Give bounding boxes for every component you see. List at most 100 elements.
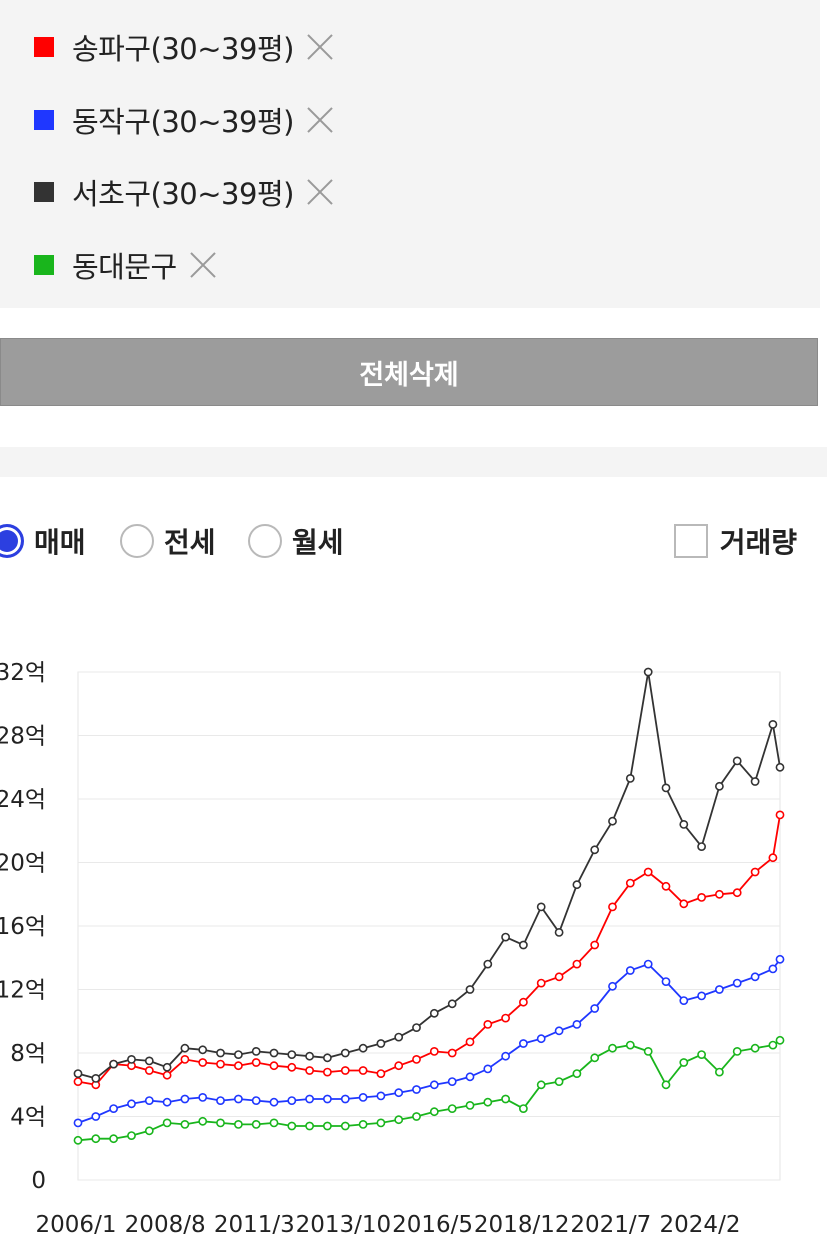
data-point[interactable] — [340, 1121, 350, 1131]
data-point[interactable] — [394, 1115, 404, 1125]
data-point[interactable] — [287, 1096, 297, 1105]
data-point[interactable] — [287, 1062, 297, 1072]
data-point[interactable] — [394, 1088, 404, 1098]
data-point[interactable] — [750, 1043, 760, 1053]
data-point[interactable] — [501, 932, 510, 942]
data-point[interactable] — [775, 1035, 785, 1045]
data-point[interactable] — [376, 1039, 386, 1048]
data-point[interactable] — [483, 1064, 493, 1074]
data-point[interactable] — [732, 756, 742, 766]
data-point[interactable] — [198, 1045, 208, 1055]
data-point[interactable] — [394, 1032, 404, 1042]
data-point[interactable] — [73, 1118, 83, 1128]
data-point[interactable] — [768, 853, 778, 863]
data-point[interactable] — [198, 1092, 208, 1102]
data-point[interactable] — [679, 819, 689, 829]
data-point[interactable] — [109, 1059, 118, 1069]
data-point[interactable] — [590, 845, 600, 855]
data-point[interactable] — [625, 966, 635, 975]
data-point[interactable] — [233, 1119, 243, 1129]
data-point[interactable] — [73, 1069, 83, 1078]
data-point[interactable] — [412, 1054, 421, 1064]
data-point[interactable] — [412, 1112, 421, 1121]
data-point[interactable] — [305, 1094, 314, 1104]
data-point[interactable] — [447, 1104, 457, 1113]
data-point[interactable] — [251, 1119, 261, 1129]
data-point[interactable] — [269, 1118, 279, 1128]
data-point[interactable] — [216, 1059, 225, 1069]
data-point[interactable] — [519, 997, 528, 1007]
data-point[interactable] — [91, 1134, 101, 1144]
data-point[interactable] — [536, 1080, 546, 1090]
data-point[interactable] — [73, 1135, 83, 1145]
data-point[interactable] — [162, 1070, 172, 1080]
data-point[interactable] — [572, 1069, 582, 1078]
data-point[interactable] — [608, 981, 617, 991]
data-point[interactable] — [661, 783, 671, 793]
data-point[interactable] — [608, 1043, 617, 1053]
data-point[interactable] — [501, 1013, 510, 1023]
data-point[interactable] — [519, 940, 528, 950]
data-point[interactable] — [358, 1043, 368, 1053]
close-icon[interactable] — [306, 178, 334, 206]
data-point[interactable] — [554, 927, 564, 937]
data-point[interactable] — [590, 940, 600, 950]
data-point[interactable] — [376, 1091, 386, 1101]
data-point[interactable] — [501, 1094, 510, 1104]
data-point[interactable] — [643, 1046, 653, 1056]
data-point[interactable] — [162, 1118, 172, 1128]
data-point[interactable] — [536, 978, 546, 988]
data-point[interactable] — [269, 1061, 279, 1071]
data-point[interactable] — [287, 1050, 297, 1059]
data-point[interactable] — [376, 1069, 386, 1078]
data-point[interactable] — [251, 1058, 261, 1067]
data-point[interactable] — [643, 867, 653, 877]
data-point[interactable] — [465, 1072, 475, 1082]
data-point[interactable] — [109, 1104, 118, 1113]
data-point[interactable] — [715, 1067, 724, 1077]
data-point[interactable] — [554, 1077, 564, 1086]
radio-monthly-rent[interactable]: 월세 — [248, 521, 344, 561]
data-point[interactable] — [643, 959, 653, 969]
data-point[interactable] — [732, 978, 742, 988]
data-point[interactable] — [661, 1080, 671, 1090]
data-point[interactable] — [465, 985, 475, 994]
data-point[interactable] — [394, 1061, 404, 1071]
data-point[interactable] — [358, 1092, 368, 1102]
data-point[interactable] — [198, 1116, 208, 1126]
data-point[interactable] — [233, 1094, 243, 1104]
data-point[interactable] — [554, 1026, 564, 1036]
data-point[interactable] — [233, 1061, 243, 1071]
delete-all-button[interactable]: 전체삭제 — [0, 338, 818, 406]
data-point[interactable] — [447, 999, 457, 1009]
data-point[interactable] — [144, 1056, 154, 1066]
data-point[interactable] — [750, 867, 760, 877]
data-point[interactable] — [775, 810, 785, 820]
data-point[interactable] — [322, 1094, 332, 1104]
data-point[interactable] — [732, 888, 742, 898]
data-point[interactable] — [429, 1008, 439, 1018]
close-icon[interactable] — [189, 251, 217, 279]
radio-unselected-icon[interactable] — [248, 524, 282, 558]
data-point[interactable] — [322, 1067, 332, 1077]
data-point[interactable] — [608, 902, 617, 912]
data-point[interactable] — [412, 1023, 421, 1032]
data-point[interactable] — [625, 773, 635, 783]
data-point[interactable] — [643, 667, 653, 677]
data-point[interactable] — [73, 1077, 83, 1086]
data-point[interactable] — [322, 1053, 332, 1063]
data-point[interactable] — [412, 1085, 421, 1094]
data-point[interactable] — [216, 1048, 225, 1058]
data-point[interactable] — [429, 1046, 439, 1056]
data-point[interactable] — [750, 972, 760, 982]
data-point[interactable] — [216, 1118, 225, 1128]
data-point[interactable] — [572, 1019, 582, 1029]
data-point[interactable] — [233, 1050, 243, 1059]
data-point[interactable] — [91, 1073, 101, 1083]
data-point[interactable] — [109, 1134, 118, 1144]
data-point[interactable] — [715, 889, 724, 899]
data-point[interactable] — [768, 964, 778, 974]
radio-selected-icon[interactable] — [0, 524, 24, 558]
data-point[interactable] — [608, 816, 617, 826]
data-point[interactable] — [429, 1080, 439, 1090]
